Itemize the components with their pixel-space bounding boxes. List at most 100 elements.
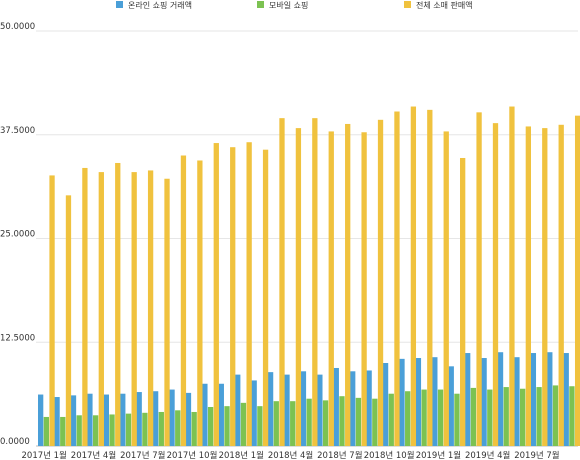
x-tick-label: 2019년 4월 [465,450,510,460]
bar [235,374,241,446]
bar [322,400,329,446]
bar [251,380,257,446]
bar [82,167,88,446]
x-axis-ticks: 2017년 1월 2017년 4월 2017년 7월 2017년 10월 2018년 1… [22,450,560,460]
bar [65,195,72,446]
bar [295,128,302,447]
bar [339,396,345,446]
bar [306,398,312,446]
bar [175,410,181,446]
bar [191,411,197,446]
x-tick-label: 2017년 10월 [167,450,218,460]
bar [421,389,427,446]
bar [152,391,159,446]
bar [284,374,290,446]
bar [465,353,471,446]
bar [405,391,411,446]
bar [136,392,142,446]
bar [109,414,115,446]
bar [552,385,559,446]
bar [202,383,208,446]
bar [481,358,487,446]
bar [388,393,394,446]
bar [257,406,263,446]
bar [76,415,82,446]
bar [87,393,93,446]
bar [164,178,170,447]
bar [98,172,104,446]
bar [262,149,269,446]
x-tick-label: 2019년 1월 [416,450,461,460]
bar [454,393,460,446]
bar [470,387,477,446]
bar [267,372,274,446]
bar [443,131,449,446]
bar [317,374,323,446]
bar [131,172,137,446]
bar [60,416,66,446]
bar [328,131,334,446]
bar [427,109,433,446]
legend-swatch [116,1,123,8]
y-tick-label: 0.0000 [0,437,30,447]
bar [158,411,164,446]
bar [213,143,219,447]
x-tick-label: 2017년 7월 [120,450,165,460]
y-tick-label: 12.5000 [0,333,35,343]
bar [224,406,230,446]
bar [345,123,351,447]
bar [432,357,438,446]
bar [492,123,499,446]
x-tick-label: 2019년 7월 [514,450,559,460]
bar [279,118,285,447]
y-tick-label: 50.0000 [0,22,35,32]
bar [355,397,362,446]
legend-label: 모바일 쇼핑 [269,0,308,10]
legend-swatch [257,1,264,8]
bar [230,147,236,446]
bar [558,124,564,446]
bar [207,406,214,446]
bar [542,128,548,447]
bar [361,132,367,446]
bar [142,412,148,446]
x-tick-label: 2018년 1월 [219,450,264,460]
bar [54,397,60,446]
bar [350,371,356,446]
bar [273,401,279,446]
bar [333,367,339,446]
bar [415,358,422,446]
x-tick-label: 2018년 4월 [268,450,313,460]
bar [476,112,482,446]
bar [120,393,126,446]
bar [394,111,400,446]
bar [43,416,49,446]
bar [509,106,515,446]
bar [547,352,553,446]
bar [147,170,154,446]
bar [437,389,444,446]
bar [460,157,466,447]
x-tick-label: 2017년 4월 [71,450,116,460]
bar [382,363,389,446]
bar [530,353,537,446]
bar [525,126,531,446]
bar [103,394,109,446]
bar [574,115,580,446]
bar [185,392,192,446]
bar [366,370,372,446]
bar [38,394,44,446]
bar [377,119,384,446]
bar [497,352,504,446]
bar [180,155,187,446]
bar [125,413,132,446]
bar [487,389,493,446]
bar [197,160,203,447]
bar [246,142,252,446]
bar [169,389,175,446]
bar [218,383,224,446]
x-tick-label: 2017년 1월 [22,450,67,460]
x-tick-label: 2018년 7월 [317,450,362,460]
bar [503,387,509,446]
